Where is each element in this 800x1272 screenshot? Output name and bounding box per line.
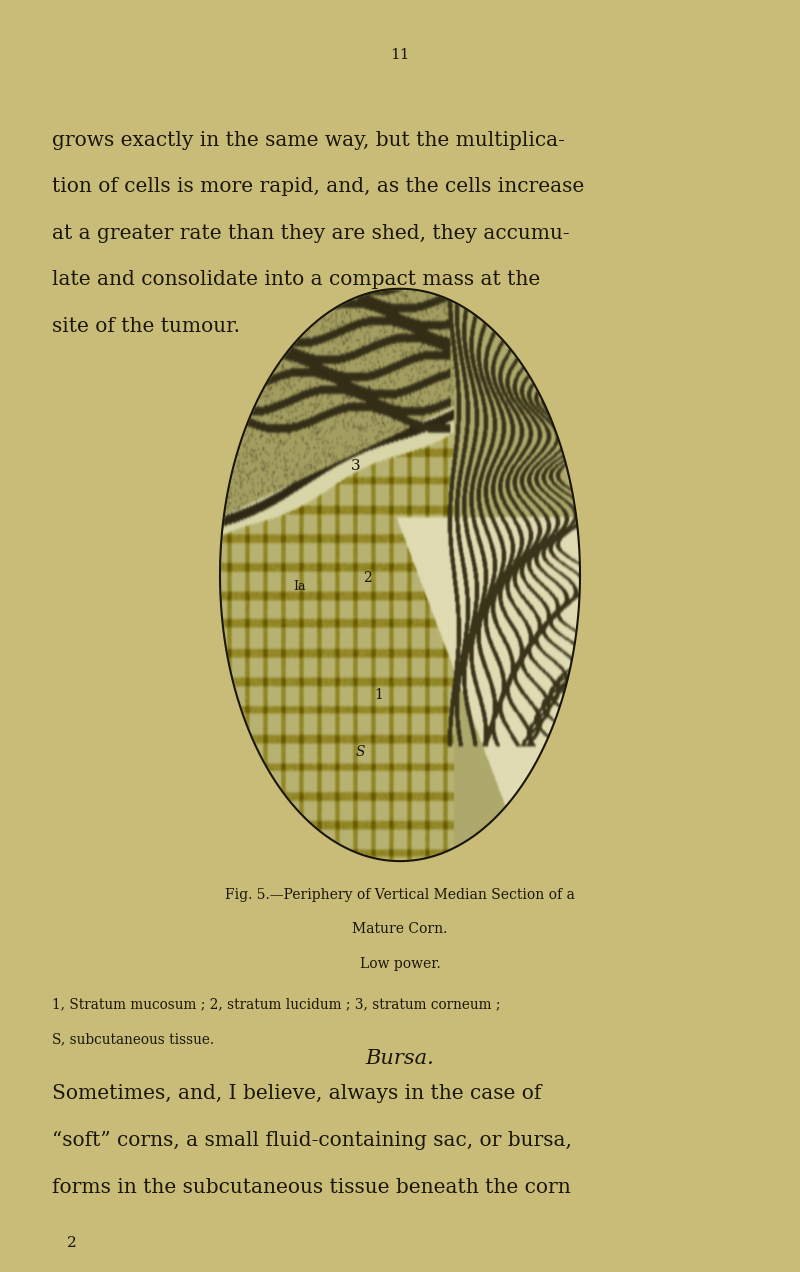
- Text: Mature Corn.: Mature Corn.: [352, 922, 448, 936]
- Text: Sometimes, and, I believe, always in the case of: Sometimes, and, I believe, always in the…: [52, 1084, 542, 1103]
- Text: Low power.: Low power.: [360, 957, 440, 971]
- Text: late and consolidate into a compact mass at the: late and consolidate into a compact mass…: [52, 270, 540, 289]
- Text: tion of cells is more rapid, and, as the cells increase: tion of cells is more rapid, and, as the…: [52, 177, 584, 196]
- Text: S, subcutaneous tissue.: S, subcutaneous tissue.: [52, 1032, 214, 1046]
- Text: Fig. 5.—Periphery of Vertical Median Section of a: Fig. 5.—Periphery of Vertical Median Sec…: [225, 888, 575, 902]
- Text: 1, Stratum mucosum ; 2, stratum lucidum ; 3, stratum corneum ;: 1, Stratum mucosum ; 2, stratum lucidum …: [52, 997, 501, 1011]
- Text: 2: 2: [363, 571, 372, 585]
- Text: Ia: Ia: [293, 580, 306, 593]
- Text: forms in the subcutaneous tissue beneath the corn: forms in the subcutaneous tissue beneath…: [52, 1178, 570, 1197]
- Text: Bursa.: Bursa.: [366, 1049, 434, 1068]
- Text: 2: 2: [67, 1236, 77, 1250]
- Text: 3: 3: [351, 459, 361, 473]
- Text: site of the tumour.: site of the tumour.: [52, 317, 240, 336]
- Text: 11: 11: [390, 48, 410, 62]
- Text: 1: 1: [374, 688, 383, 702]
- Text: S: S: [356, 745, 365, 759]
- Text: “soft” corns, a small fluid-containing sac, or bursa,: “soft” corns, a small fluid-containing s…: [52, 1131, 572, 1150]
- Text: at a greater rate than they are shed, they accumu-: at a greater rate than they are shed, th…: [52, 224, 570, 243]
- Text: grows exactly in the same way, but the multiplica-: grows exactly in the same way, but the m…: [52, 131, 565, 150]
